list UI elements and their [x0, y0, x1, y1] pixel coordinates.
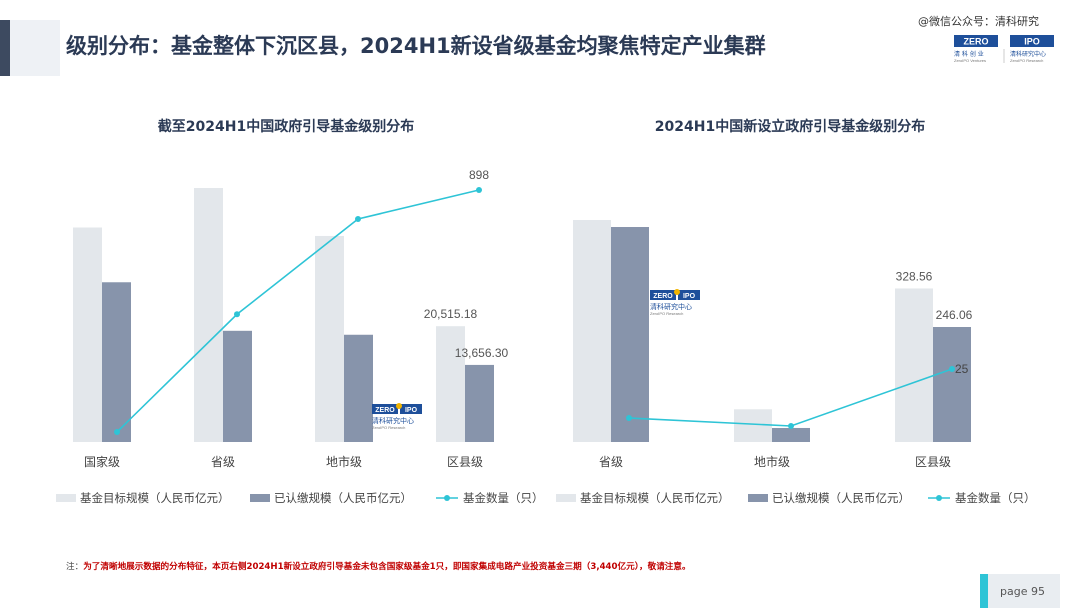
- legend-swatch-target: [556, 494, 576, 502]
- legend-label-paid: 已认缴规模（人民币亿元）: [274, 491, 412, 505]
- count-point: [234, 311, 240, 318]
- page-accent: [980, 574, 988, 608]
- bar-paid: [772, 427, 810, 442]
- zeroipo-logo: ZERO IPO 清 科 创 业 清科研究中心 ZeroIPO Ventures…: [954, 35, 1054, 63]
- wechat-watermark: @微信公众号：清科研究: [918, 15, 1039, 28]
- x-tick-label: 国家级: [84, 454, 120, 469]
- count-point: [114, 429, 120, 435]
- svg-text:ZeroIPO Research: ZeroIPO Research: [372, 425, 405, 430]
- page-number: page 95: [1000, 585, 1045, 598]
- svg-text:清科研究中心: 清科研究中心: [372, 416, 414, 425]
- data-label-paid: 13,656.30: [455, 346, 509, 360]
- bar-paid: [102, 282, 131, 442]
- legend-swatch-paid: [250, 494, 270, 502]
- data-label-paid: 246.06: [936, 308, 973, 322]
- svg-text:ZERO: ZERO: [375, 407, 395, 414]
- footnote: 注：为了清晰地展示数据的分布特征，本页右侧2024H1新设立政府引导基金未包含国…: [66, 560, 691, 572]
- footnote-prefix: 注：: [66, 562, 84, 572]
- bar-target: [315, 235, 344, 442]
- bar-target: [194, 188, 223, 442]
- bar-paid: [223, 330, 252, 442]
- legend-label-count: 基金数量（只）: [463, 491, 544, 505]
- page-box: [980, 574, 1060, 608]
- legend-swatch-paid: [748, 494, 768, 502]
- svg-text:清 科 创 业: 清 科 创 业: [954, 50, 984, 58]
- svg-text:IPO: IPO: [405, 407, 418, 414]
- legend-label-paid: 已认缴规模（人民币亿元）: [772, 491, 910, 505]
- svg-text:清科研究中心: 清科研究中心: [1010, 50, 1046, 58]
- bar-paid: [933, 326, 971, 442]
- footnote-text: 为了清晰地展示数据的分布特征，本页右侧2024H1新设立政府引导基金未包含国家级…: [83, 562, 691, 572]
- bar-paid: [344, 334, 373, 442]
- accent-bar: [0, 20, 10, 76]
- page-title: 级别分布：基金整体下沉区县，2024H1新设省级基金均聚焦特定产业集群: [66, 34, 766, 58]
- bar-target: [895, 288, 933, 442]
- x-tick-label: 省级: [211, 455, 235, 469]
- data-label-target: 20,515.18: [424, 307, 478, 321]
- data-label-count: 25: [955, 362, 969, 376]
- svg-text:ZeroIPO Research: ZeroIPO Research: [1010, 58, 1043, 63]
- bar-paid: [465, 364, 494, 442]
- chart-title-right: 2024H1中国新设立政府引导基金级别分布: [654, 119, 926, 135]
- count-point: [788, 423, 794, 429]
- accent-block: [10, 20, 60, 76]
- legend-marker-count: [936, 495, 942, 501]
- legend-label-target: 基金目标规模（人民币亿元）: [80, 491, 230, 505]
- legend-label-count: 基金数量（只）: [955, 491, 1036, 505]
- bar-paid: [611, 227, 649, 442]
- chart-title-left: 截至2024H1中国政府引导基金级别分布: [157, 119, 415, 135]
- x-tick-label: 地市级: [754, 454, 790, 469]
- svg-text:IPO: IPO: [683, 293, 696, 300]
- data-label-count: 898: [469, 168, 489, 182]
- x-tick-label: 区县级: [447, 455, 483, 469]
- svg-text:IPO: IPO: [1024, 37, 1040, 47]
- svg-text:ZERO: ZERO: [963, 37, 988, 47]
- svg-text:ZERO: ZERO: [653, 293, 673, 300]
- legend-swatch-target: [56, 494, 76, 502]
- data-label-target: 328.56: [896, 269, 933, 283]
- x-tick-label: 区县级: [915, 455, 951, 469]
- count-point: [355, 215, 361, 222]
- x-tick-label: 地市级: [326, 454, 362, 469]
- count-line: [116, 189, 480, 433]
- svg-text:ZeroIPO Research: ZeroIPO Research: [650, 311, 683, 316]
- count-point: [476, 187, 482, 193]
- bar-target: [436, 326, 465, 442]
- bar-target: [734, 409, 772, 442]
- bar-target: [73, 227, 102, 442]
- svg-text:清科研究中心: 清科研究中心: [650, 302, 692, 311]
- legend-marker-count: [444, 495, 450, 501]
- bar-target: [573, 220, 611, 442]
- svg-text:ZeroIPO Ventures: ZeroIPO Ventures: [954, 58, 986, 63]
- x-tick-label: 省级: [599, 455, 623, 469]
- legend-label-target: 基金目标规模（人民币亿元）: [580, 491, 730, 505]
- count-point: [949, 366, 955, 372]
- count-point: [626, 415, 632, 421]
